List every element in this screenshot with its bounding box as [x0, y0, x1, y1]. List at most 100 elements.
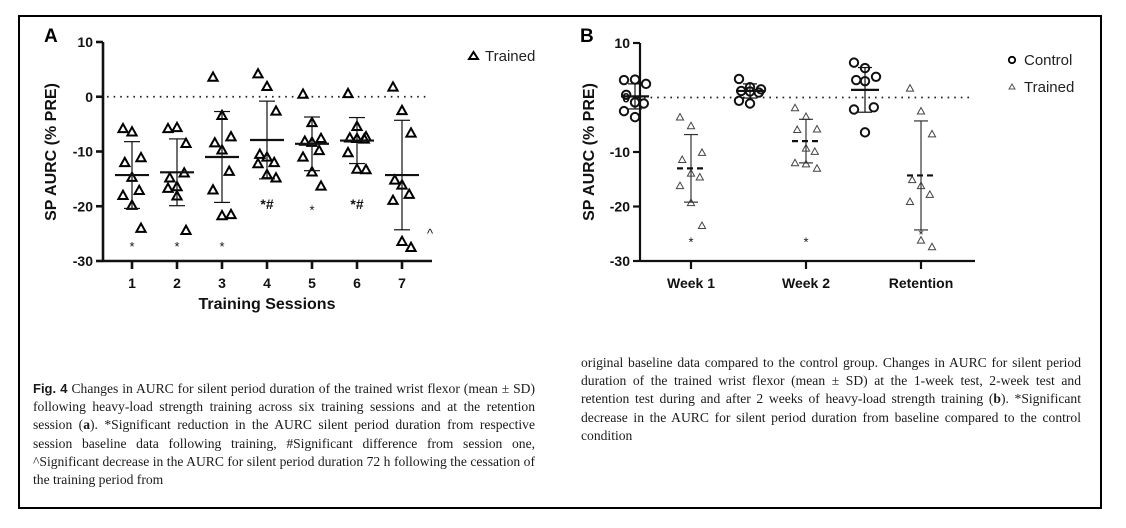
- trained-point: [116, 188, 130, 200]
- caption-right-text: original baseline data compared to the c…: [581, 355, 1081, 443]
- figure-label: Fig. 4: [33, 381, 68, 396]
- trained-point: [357, 132, 371, 144]
- control-point: [621, 89, 632, 100]
- significance-annotation: *: [219, 239, 224, 254]
- control-point: [859, 127, 871, 138]
- trained-point: [350, 162, 364, 174]
- y-tick-label: 10: [77, 34, 93, 50]
- legend-trained-label: Trained: [485, 48, 535, 65]
- control-point: [638, 98, 649, 109]
- trained-point: [118, 155, 132, 168]
- significance-annotation: *: [174, 239, 179, 254]
- y-tick-label: -20: [610, 199, 630, 215]
- trained-point: [206, 70, 220, 82]
- x-tick-label: Retention: [889, 275, 954, 291]
- panel-a-letter: A: [44, 26, 58, 47]
- trained-point: [395, 103, 409, 116]
- trained-point: [927, 129, 937, 138]
- trained-point: [341, 86, 355, 99]
- y-tick-label: -10: [73, 144, 93, 160]
- trained-point: [675, 181, 685, 190]
- panel-reference: b: [993, 391, 1001, 407]
- significance-annotation: *: [309, 202, 314, 217]
- trained-point: [916, 106, 926, 115]
- trained-point: [792, 125, 802, 134]
- trained-point: [907, 175, 917, 184]
- x-tick-label: 2: [173, 275, 181, 291]
- trained-point: [125, 125, 139, 137]
- trained-point: [116, 121, 130, 134]
- caption-left-text: Changes in AURC for silent period durati…: [33, 381, 536, 488]
- trained-point: [675, 112, 685, 121]
- legend-control-circle-icon: [1007, 55, 1017, 65]
- significance-annotation: *#: [350, 196, 363, 212]
- y-tick-label: -30: [610, 253, 630, 269]
- trained-point: [810, 146, 820, 155]
- control-point: [753, 87, 764, 98]
- legend-trained-label: Trained: [1024, 79, 1074, 96]
- trained-point: [267, 155, 281, 168]
- trained-point: [697, 220, 707, 229]
- trained-point: [402, 187, 416, 199]
- trained-point: [132, 183, 146, 196]
- trained-point: [312, 143, 326, 156]
- trained-point: [163, 171, 177, 183]
- trained-point: [134, 221, 148, 233]
- panel-b-letter: B: [580, 26, 594, 47]
- y-tick-label: 0: [85, 89, 93, 105]
- trained-point: [695, 172, 705, 181]
- control-point: [629, 74, 641, 85]
- panel-a-marks: * * * *# * *# ^: [115, 67, 434, 254]
- trained-point: [215, 208, 229, 221]
- significance-annotation: *: [688, 234, 693, 249]
- trained-point: [801, 111, 811, 120]
- legend-control-label: Control: [1024, 52, 1072, 69]
- control-point: [870, 71, 882, 82]
- legend-trained-triangle-icon: [467, 50, 480, 60]
- trained-point: [905, 83, 915, 92]
- y-tick-label: -30: [73, 253, 93, 269]
- trained-point: [253, 147, 267, 159]
- trained-point: [251, 67, 265, 79]
- control-point: [618, 105, 630, 117]
- trained-point: [314, 131, 328, 144]
- panel-a-axes: 10 0 -10 -20 -30 1 2 3 4 5 6 7: [73, 34, 432, 291]
- trained-point: [386, 80, 400, 92]
- panel-reference: a: [83, 417, 91, 433]
- trained-point: [359, 162, 373, 175]
- trained-point: [179, 223, 193, 236]
- trained-point: [686, 121, 696, 130]
- figure-frame: [18, 15, 1102, 509]
- significance-annotation: *: [129, 239, 134, 254]
- trained-point: [790, 103, 800, 112]
- panel-a-y-axis-title: SP AURC (% PRE): [43, 83, 60, 221]
- legend-trained-triangle-icon: [1008, 83, 1016, 90]
- control-point: [744, 98, 756, 109]
- control-point: [640, 78, 652, 90]
- y-tick-label: -10: [610, 144, 630, 160]
- trained-point: [161, 121, 175, 134]
- figure-caption-left: Fig. 4 Changes in AURC for silent period…: [33, 380, 535, 489]
- trained-point: [296, 87, 310, 99]
- trained-point: [208, 136, 222, 148]
- trained-point: [296, 150, 310, 162]
- trained-point: [260, 79, 274, 92]
- panel-a-x-axis-title: Training Sessions: [199, 296, 336, 313]
- trained-point: [206, 183, 220, 195]
- trained-point: [269, 104, 283, 116]
- trained-point: [404, 240, 418, 252]
- trained-point: [812, 163, 822, 172]
- control-point: [618, 74, 630, 86]
- x-tick-label: 5: [308, 275, 316, 291]
- control-point: [629, 111, 641, 123]
- panel-a: A SP AURC (% PRE) Training Sessions 10 0 -…: [43, 26, 535, 313]
- panel-b-y-axis-title: SP AURC (% PRE): [581, 83, 598, 221]
- trained-point: [697, 147, 707, 156]
- trained-point: [224, 130, 238, 142]
- trained-point: [269, 171, 283, 183]
- control-point: [733, 73, 745, 85]
- significance-annotation: *: [918, 227, 923, 242]
